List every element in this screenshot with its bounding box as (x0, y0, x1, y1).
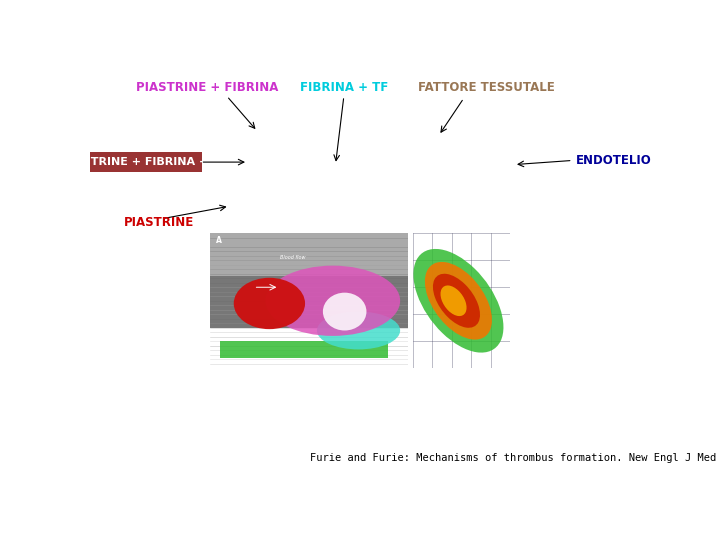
Text: PIASTRINE: PIASTRINE (124, 217, 194, 230)
Text: ENDOTELIO: ENDOTELIO (575, 154, 651, 167)
FancyBboxPatch shape (88, 152, 202, 172)
Text: PIASTRINE + FIBRINA + TF: PIASTRINE + FIBRINA + TF (62, 157, 228, 167)
Text: PIASTRINE + FIBRINA: PIASTRINE + FIBRINA (136, 81, 279, 94)
Text: FATTORE TESSUTALE: FATTORE TESSUTALE (418, 81, 554, 94)
Text: Furie and Furie: Mechanisms of thrombus formation. New Engl J Med 359:938-49, 20: Furie and Furie: Mechanisms of thrombus … (310, 453, 720, 463)
Text: FIBRINA + TF: FIBRINA + TF (300, 81, 388, 94)
